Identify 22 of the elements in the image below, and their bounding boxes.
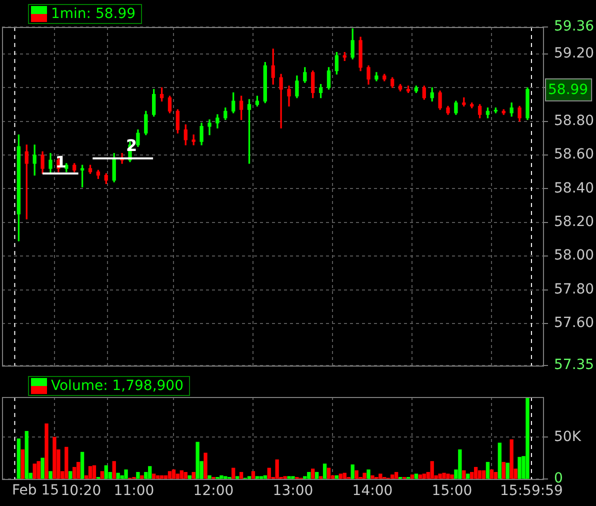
chart-title: Volume: 1,798,900 xyxy=(51,378,184,394)
x-tick-label: 15:59:59 xyxy=(500,483,563,500)
y-tick-label: 58.40 xyxy=(554,180,594,196)
y-tick-label: 57.80 xyxy=(554,281,594,298)
y-tick-label: 57.60 xyxy=(554,315,594,332)
x-tick-label: 13:00 xyxy=(272,483,314,500)
y-tick-label: 59.36 xyxy=(554,18,594,35)
x-tick-label: 10:20 xyxy=(60,483,102,500)
chart-title: 1min: 58.99 xyxy=(51,6,136,22)
x-tick-label: 15:00 xyxy=(432,483,472,500)
text: 58.99 xyxy=(548,82,588,98)
x-tick-label: 12:00 xyxy=(193,483,234,500)
x-tick-label: 14:00 xyxy=(352,483,393,500)
y-tick-label: 59.20 xyxy=(554,46,594,62)
y-tick-label: 58.60 xyxy=(554,146,594,163)
y-tick-label: 57.35 xyxy=(554,357,594,374)
x-tick-label: 11:00 xyxy=(114,483,154,500)
y-tick-label: 58.80 xyxy=(554,112,594,129)
y-tick-label: 50K xyxy=(554,428,582,445)
y-tick-label: 58.20 xyxy=(554,214,594,230)
text: Feb 15 xyxy=(12,482,60,499)
y-tick-label: 58.00 xyxy=(554,248,594,264)
